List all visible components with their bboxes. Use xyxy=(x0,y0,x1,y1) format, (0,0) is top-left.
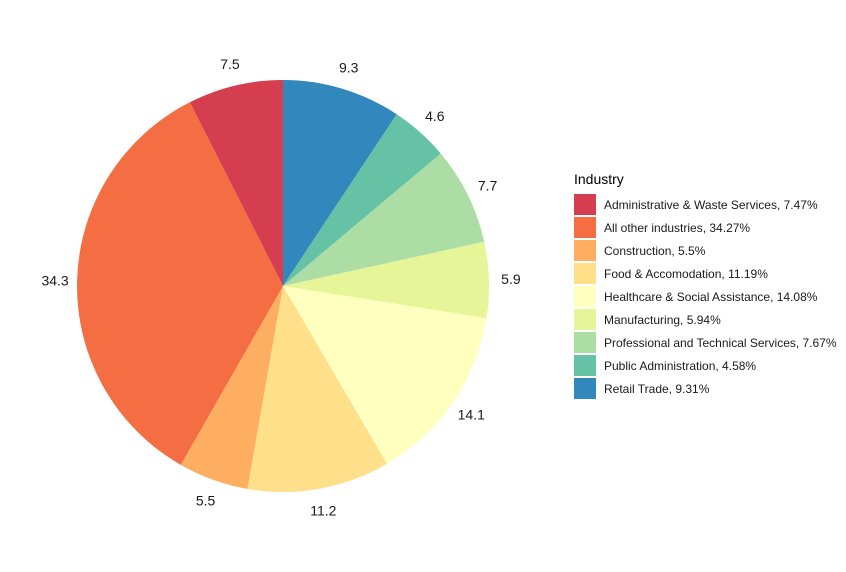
slice-label: 5.9 xyxy=(501,271,521,287)
slice-label: 7.7 xyxy=(478,177,498,193)
legend-label: All other industries, 34.27% xyxy=(604,220,751,235)
legend-item: Construction, 5.5% xyxy=(574,239,837,262)
legend-item: Manufacturing, 5.94% xyxy=(574,308,837,331)
legend-label: Manufacturing, 5.94% xyxy=(604,312,721,327)
slice-label: 9.3 xyxy=(339,60,359,76)
legend-key xyxy=(574,355,596,376)
legend-item: Retail Trade, 9.31% xyxy=(574,377,837,400)
legend-label: Retail Trade, 9.31% xyxy=(604,381,710,396)
legend-label: Food & Accomodation, 11.19% xyxy=(604,266,768,281)
pie-slice xyxy=(283,153,485,286)
pie-slice xyxy=(76,102,284,465)
slice-label: 7.5 xyxy=(220,56,240,72)
pie-slice xyxy=(283,114,441,286)
pie-slice xyxy=(180,286,283,489)
pie-slice xyxy=(189,80,283,286)
legend-item: All other industries, 34.27% xyxy=(574,216,837,239)
legend-label: Administrative & Waste Services, 7.47% xyxy=(604,197,818,212)
legend-title: Industry xyxy=(574,171,624,187)
legend-key xyxy=(574,286,596,307)
pie-slice xyxy=(283,241,489,319)
legend-label: Healthcare & Social Assistance, 14.08% xyxy=(604,289,818,304)
slice-label: 11.2 xyxy=(310,502,336,518)
legend: Industry Administrative & Waste Services… xyxy=(574,171,837,400)
legend-key xyxy=(574,332,596,353)
legend-key xyxy=(574,309,596,330)
pie-slice xyxy=(283,80,397,286)
slice-label: 4.6 xyxy=(425,108,445,124)
legend-item: Professional and Technical Services, 7.6… xyxy=(574,331,837,354)
legend-label: Public Administration, 4.58% xyxy=(604,358,757,373)
legend-key xyxy=(574,217,596,238)
legend-key xyxy=(574,263,596,284)
legend-key xyxy=(574,378,596,399)
legend-key xyxy=(574,240,596,261)
slice-label: 34.3 xyxy=(41,272,68,288)
pie-slice xyxy=(247,286,388,492)
slice-label: 5.5 xyxy=(196,492,216,508)
legend-label: Professional and Technical Services, 7.6… xyxy=(604,335,837,350)
legend-item: Public Administration, 4.58% xyxy=(574,354,837,377)
legend-label: Construction, 5.5% xyxy=(604,243,706,258)
legend-item: Food & Accomodation, 11.19% xyxy=(574,262,837,285)
legend-item: Administrative & Waste Services, 7.47% xyxy=(574,193,837,216)
legend-item: Healthcare & Social Assistance, 14.08% xyxy=(574,285,837,308)
slice-label: 14.1 xyxy=(458,407,485,423)
pie-slice xyxy=(283,286,487,464)
legend-key xyxy=(574,194,596,215)
